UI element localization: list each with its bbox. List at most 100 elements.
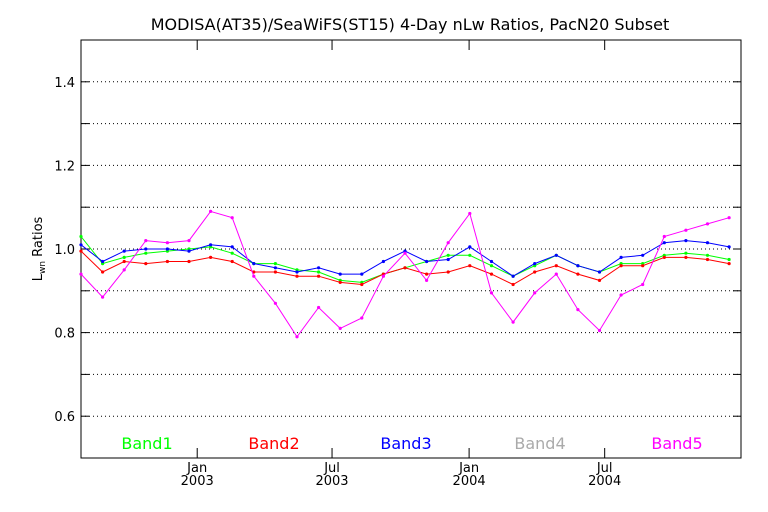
data-point-band3 (338, 272, 342, 276)
data-point-band2 (446, 270, 450, 274)
data-point-band5 (360, 316, 364, 320)
legend-band1: Band1 (121, 434, 172, 453)
data-point-band3 (511, 274, 515, 278)
data-point-band5 (727, 216, 731, 220)
x-tick-year: 2003 (315, 474, 348, 489)
data-point-band2 (165, 259, 169, 264)
data-point-band2 (554, 264, 558, 268)
y-axis-label-main: L (31, 273, 46, 281)
data-point-band5 (554, 272, 558, 276)
data-point-band2 (79, 249, 83, 253)
data-point-band5 (662, 234, 666, 239)
data-point-band5 (684, 228, 688, 232)
data-point-band3 (252, 262, 256, 266)
legend-band4: Band4 (514, 434, 565, 453)
data-point-band2 (101, 270, 105, 274)
data-point-band2 (317, 274, 321, 278)
data-point-band3 (360, 272, 364, 276)
data-point-band3 (554, 253, 558, 257)
data-point-band2 (727, 262, 731, 266)
x-tick-month: Jul (323, 461, 340, 476)
data-point-band2 (403, 266, 407, 270)
data-point-band1 (727, 257, 731, 262)
x-tick-month: Jul (596, 461, 613, 476)
plot-frame (80, 39, 742, 459)
data-point-band3 (425, 259, 429, 264)
data-point-band3 (230, 245, 234, 249)
data-point-band2 (338, 280, 342, 284)
data-point-band3 (187, 249, 191, 253)
data-point-band2 (187, 259, 191, 264)
data-point-band5 (381, 274, 385, 278)
data-point-band1 (273, 262, 277, 266)
data-point-band2 (533, 270, 537, 274)
data-point-band3 (619, 255, 623, 259)
data-point-band3 (705, 241, 710, 245)
data-point-band5 (403, 251, 407, 255)
x-tick-year: 2004 (588, 474, 621, 489)
data-point-band3 (727, 245, 731, 249)
data-point-band3 (101, 259, 105, 264)
x-tick-month: Jan (186, 461, 207, 476)
data-point-band1 (468, 253, 472, 257)
data-point-band2 (273, 270, 277, 274)
legend-band5: Band5 (651, 434, 702, 453)
data-point-band5 (187, 239, 191, 243)
legend: Band1 Band2 Band3 Band4 Band5 (121, 434, 702, 453)
data-point-band3 (381, 259, 385, 264)
data-point-band3 (576, 264, 580, 268)
data-point-band1 (122, 255, 126, 259)
data-point-band2 (511, 282, 515, 287)
data-point-band3 (641, 253, 645, 257)
data-point-band5 (338, 326, 342, 330)
y-axis-ticks: 0.6 0.8 1.0 1.2 1.4 (54, 76, 741, 425)
data-point-band5 (122, 268, 126, 272)
y-tick-label: 0.6 (54, 410, 75, 425)
data-point-band5 (79, 272, 83, 276)
data-point-band3 (79, 243, 83, 247)
data-point-band2 (705, 257, 710, 262)
y-tick-label: 1.4 (54, 76, 75, 91)
data-point-band5 (209, 209, 213, 213)
y-axis-label-rest: Ratios (31, 216, 46, 261)
legend-band2: Band2 (248, 434, 299, 453)
data-point-band2 (662, 255, 666, 259)
data-point-band5 (295, 335, 299, 339)
y-axis-label: Lwn Ratios (31, 216, 48, 281)
data-point-band3 (165, 247, 169, 251)
data-point-band5 (446, 241, 450, 245)
data-point-band3 (317, 266, 321, 270)
data-point-band5 (101, 295, 105, 299)
y-tick-label: 1.2 (54, 159, 75, 174)
data-point-band5 (489, 291, 494, 295)
data-point-band5 (533, 291, 537, 295)
data-point-band1 (144, 251, 148, 255)
data-point-band5 (165, 241, 169, 245)
data-point-band1 (317, 270, 321, 274)
data-point-band1 (705, 253, 710, 257)
data-point-band1 (446, 253, 450, 257)
data-point-band2 (122, 259, 126, 264)
data-point-band3 (295, 270, 299, 274)
y-grid (81, 81, 741, 417)
data-point-band1 (684, 251, 688, 255)
data-point-band2 (489, 272, 494, 276)
y-axis-label-sub: wn (38, 261, 48, 274)
data-point-band2 (684, 255, 688, 259)
data-point-band1 (79, 234, 83, 239)
data-point-band3 (684, 239, 688, 243)
data-point-band3 (468, 245, 472, 249)
data-point-band5 (511, 320, 515, 324)
data-point-band3 (597, 270, 602, 274)
data-point-band3 (533, 262, 537, 266)
data-point-band1 (489, 264, 494, 268)
data-point-band3 (122, 249, 126, 253)
data-point-band2 (619, 264, 623, 268)
chart-title: MODISA(AT35)/SeaWiFS(ST15) 4-Day nLw Rat… (151, 15, 670, 34)
data-point-band2 (576, 272, 580, 276)
data-point-band5 (641, 282, 645, 287)
series-line-band5 (80, 210, 730, 338)
data-point-band5 (705, 222, 710, 226)
data-point-band3 (144, 247, 148, 251)
